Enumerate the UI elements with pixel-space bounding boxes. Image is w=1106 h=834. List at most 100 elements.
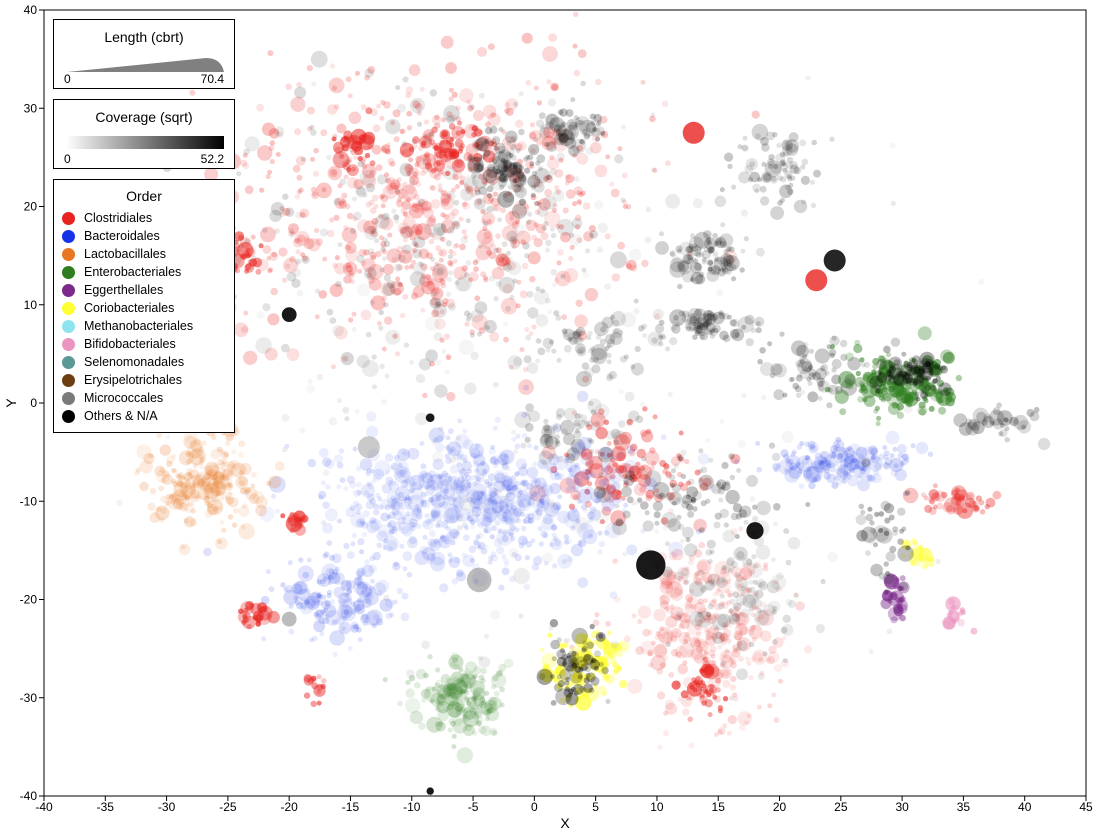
point-clostridiales: [381, 346, 387, 352]
point-others-n-a: [704, 318, 711, 324]
point-clostridiales: [605, 620, 612, 627]
point-clostridiales: [679, 612, 691, 624]
point-clostridiales: [777, 678, 783, 684]
point-clostridiales: [357, 156, 363, 162]
point-clostridiales: [773, 578, 780, 585]
point-clostridiales: [508, 167, 524, 183]
point-others-n-a: [281, 307, 297, 322]
point-clostridiales: [389, 179, 401, 190]
point-coriobacteriales: [618, 679, 628, 689]
point-lactobacillales: [184, 495, 191, 501]
point-others-n-a: [687, 254, 694, 261]
point-others-n-a: [540, 288, 546, 294]
point-others-n-a: [685, 537, 691, 543]
point-micrococcales: [438, 426, 444, 432]
point-bacteroidales: [544, 465, 550, 471]
point-bacteroidales: [443, 494, 449, 500]
point-clostridiales: [693, 577, 702, 585]
point-lactobacillales: [232, 522, 238, 528]
point-clostridiales: [259, 187, 265, 193]
point-others-n-a: [537, 202, 543, 207]
point-bacteroidales: [343, 542, 350, 550]
point-others-n-a: [798, 357, 804, 363]
point-others-n-a: [465, 259, 472, 266]
point-coriobacteriales: [607, 651, 613, 657]
point-others-n-a: [596, 119, 602, 125]
point-bacteroidales: [309, 637, 315, 643]
point-bacteroidales: [853, 462, 871, 479]
point-clostridiales: [330, 364, 336, 370]
point-bacteroidales: [534, 477, 547, 489]
point-clostridiales: [575, 299, 583, 307]
point-bacteroidales: [503, 472, 509, 478]
point-others-n-a: [456, 275, 472, 292]
point-bacteroidales: [858, 457, 867, 465]
point-clostridiales: [310, 700, 317, 708]
point-others-n-a: [486, 185, 494, 193]
point-bacteroidales: [847, 455, 853, 461]
point-clostridiales: [413, 193, 420, 200]
point-lactobacillales: [193, 496, 200, 502]
point-clostridiales: [370, 108, 378, 117]
point-bacteroidales: [458, 488, 464, 494]
point-clostridiales: [619, 465, 628, 474]
point-clostridiales: [517, 141, 527, 151]
point-bacteroidales: [417, 484, 423, 490]
point-bacteroidales: [874, 462, 882, 470]
point-clostridiales: [690, 635, 702, 648]
point-enterobacteriales: [405, 697, 421, 714]
point-others-n-a: [566, 447, 581, 462]
point-others-n-a: [486, 193, 492, 199]
point-clostridiales: [554, 185, 560, 190]
point-others-n-a: [491, 136, 501, 145]
point-bacteroidales: [466, 512, 472, 517]
point-clostridiales: [936, 502, 944, 510]
point-clostridiales: [733, 605, 740, 611]
point-others-n-a: [734, 572, 741, 579]
point-clostridiales: [665, 470, 672, 477]
point-clostridiales: [621, 172, 628, 179]
point-clostridiales: [606, 484, 613, 490]
point-lactobacillales: [228, 497, 239, 508]
point-bacteroidales: [361, 613, 368, 621]
point-lactobacillales: [226, 460, 236, 470]
point-bacteroidales: [564, 537, 572, 545]
point-others-n-a: [675, 245, 683, 253]
point-clostridiales: [678, 631, 691, 645]
point-bacteroidales: [280, 582, 286, 588]
point-others-n-a: [667, 518, 681, 532]
point-others-n-a: [578, 139, 584, 145]
point-others-n-a: [752, 563, 758, 569]
point-clostridiales: [311, 191, 319, 200]
point-others-n-a: [694, 274, 706, 285]
point-bacteroidales: [503, 507, 520, 525]
point-others-n-a: [523, 156, 529, 162]
point-coriobacteriales: [918, 546, 924, 552]
point-clostridiales: [712, 598, 717, 604]
point-clostridiales: [424, 152, 430, 158]
point-bacteroidales: [553, 470, 560, 477]
point-others-n-a: [612, 327, 623, 339]
point-clostridiales: [442, 297, 449, 305]
point-others-n-a: [503, 163, 518, 177]
point-clostridiales: [670, 612, 677, 620]
point-enterobacteriales: [451, 744, 457, 750]
point-micrococcales: [913, 376, 924, 388]
point-clostridiales: [628, 465, 643, 480]
point-others-n-a: [434, 384, 448, 398]
point-clostridiales: [434, 318, 446, 330]
point-others-n-a: [826, 402, 833, 409]
point-bacteroidales: [452, 496, 458, 502]
point-others-n-a: [707, 573, 721, 587]
point-others-n-a: [383, 274, 392, 282]
point-others-n-a: [817, 396, 823, 401]
point-bacteroidales: [454, 504, 463, 513]
point-clostridiales: [680, 690, 689, 699]
point-enterobacteriales: [855, 370, 861, 377]
point-bacteroidales: [518, 466, 528, 477]
point-bacteroidales: [477, 521, 484, 528]
point-others-n-a: [785, 139, 799, 153]
point-bacteroidales: [407, 496, 413, 502]
point-bacteroidales: [515, 481, 521, 487]
point-clostridiales: [456, 159, 462, 165]
